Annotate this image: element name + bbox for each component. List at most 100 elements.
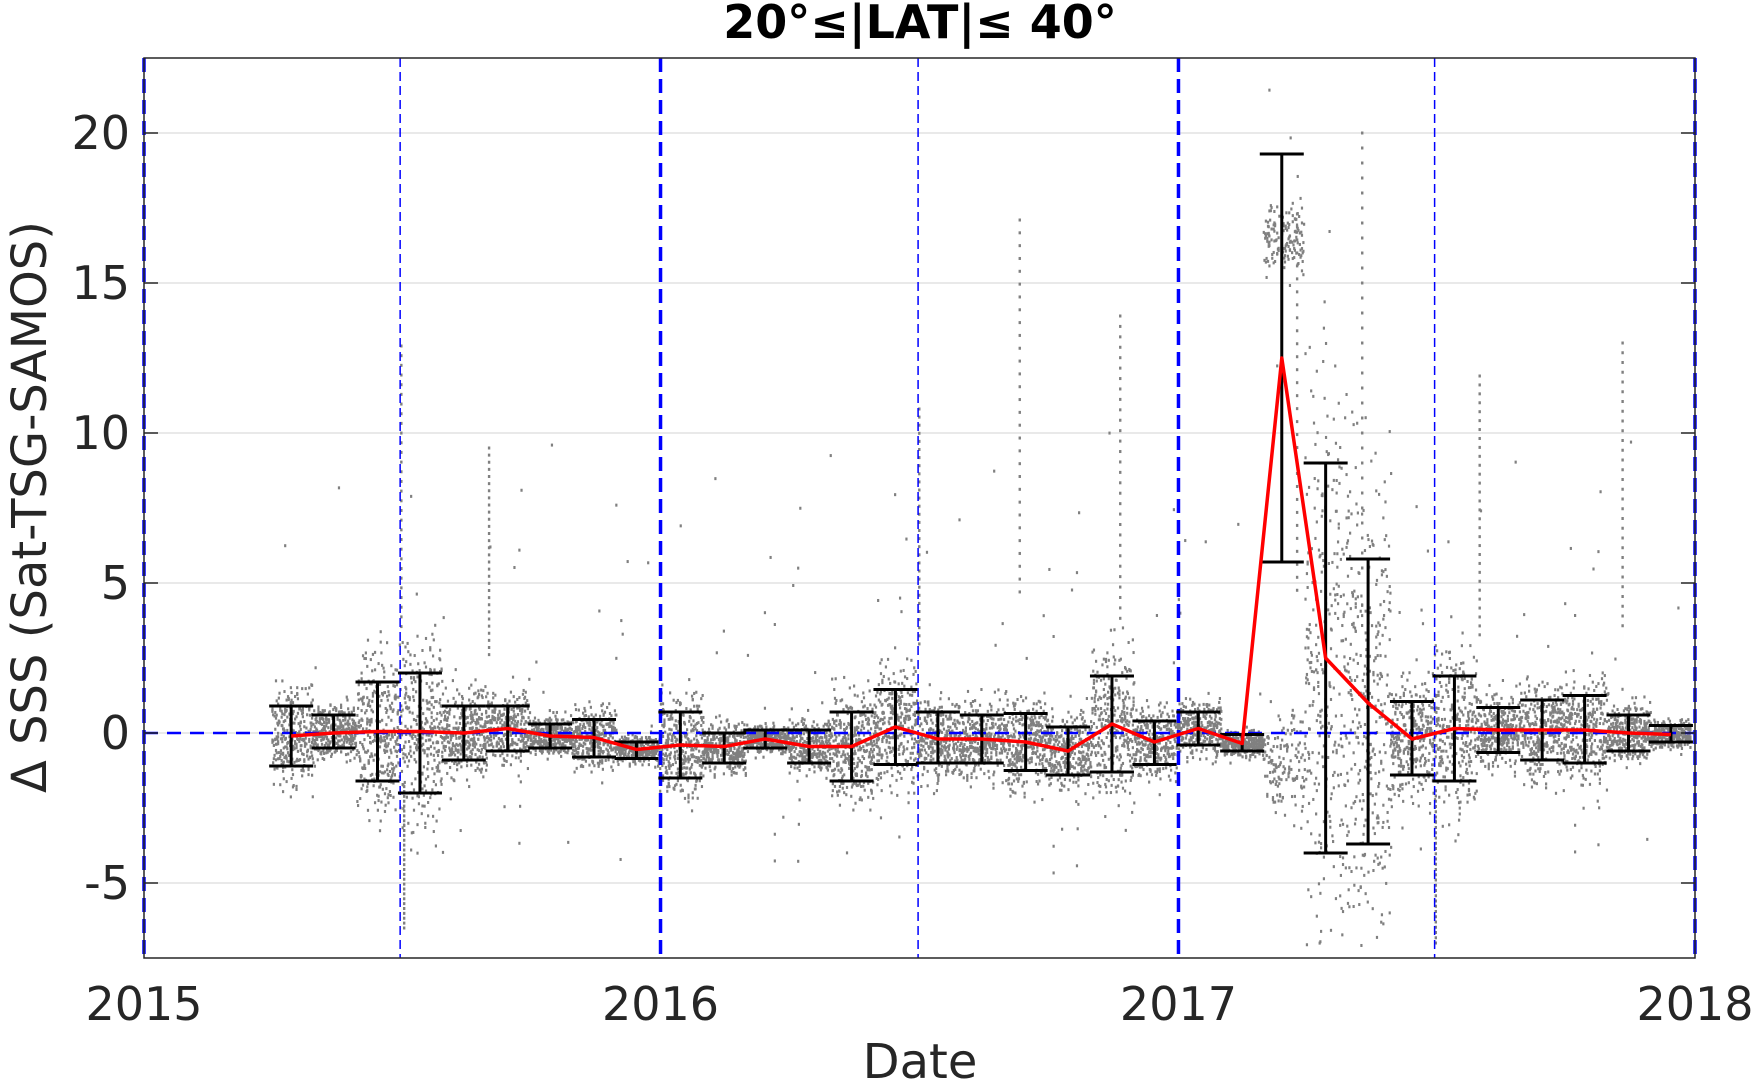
data-point (865, 773, 868, 777)
data-point (492, 691, 495, 695)
data-point (389, 748, 392, 752)
data-point (828, 723, 832, 727)
data-point (828, 734, 831, 738)
data-point (533, 728, 536, 732)
data-point (504, 699, 507, 703)
data-point (381, 663, 384, 667)
data-point (596, 720, 599, 724)
data-point (897, 695, 900, 699)
data-point (409, 662, 412, 666)
data-point (460, 726, 464, 730)
data-point (949, 713, 952, 717)
data-point (601, 709, 604, 713)
data-point (451, 742, 454, 746)
data-point (842, 781, 845, 785)
data-point (475, 722, 478, 726)
data-point (339, 744, 342, 748)
data-point (604, 733, 607, 737)
data-point (357, 692, 360, 696)
data-point (528, 711, 532, 715)
data-point (572, 730, 575, 734)
data-point (308, 737, 311, 741)
data-point (799, 506, 802, 510)
data-point (842, 736, 845, 740)
data-point (460, 701, 464, 705)
data-point (853, 693, 856, 697)
data-point (821, 701, 824, 705)
data-point (637, 751, 640, 755)
data-point (892, 707, 895, 711)
data-point (465, 716, 468, 720)
data-point (566, 738, 569, 742)
data-point (816, 723, 819, 727)
data-point (559, 749, 562, 753)
data-point (839, 721, 842, 725)
data-point (485, 763, 488, 767)
data-point (880, 658, 883, 662)
data-point (531, 740, 534, 744)
data-point (612, 725, 615, 729)
data-point (292, 709, 295, 713)
data-point (752, 735, 755, 739)
data-point (879, 717, 883, 721)
data-point (845, 785, 849, 789)
data-point (344, 717, 347, 721)
data-point (359, 741, 362, 745)
data-point (371, 710, 375, 714)
data-point (736, 751, 740, 755)
data-point (316, 743, 319, 747)
data-point (688, 740, 691, 744)
data-point (903, 702, 906, 706)
data-point (954, 704, 957, 708)
data-point (362, 747, 365, 751)
data-point (855, 733, 858, 737)
data-point (491, 714, 494, 718)
data-point (806, 737, 809, 741)
data-point (923, 700, 926, 704)
data-point (739, 764, 742, 768)
data-point (398, 748, 401, 752)
data-point (519, 754, 522, 758)
data-point (869, 747, 873, 751)
data-point (366, 808, 370, 812)
data-point (823, 751, 827, 755)
data-point (621, 751, 624, 755)
data-point (751, 742, 755, 746)
data-point (434, 700, 437, 704)
data-point (630, 744, 633, 748)
data-point (524, 690, 527, 694)
data-point (352, 709, 355, 713)
data-point (433, 772, 436, 776)
data-point (826, 741, 829, 745)
data-point (772, 737, 775, 741)
data-point (293, 747, 296, 751)
data-point (696, 760, 699, 764)
data-point (508, 718, 511, 722)
data-point (802, 750, 805, 754)
data-point (386, 796, 389, 800)
data-point (881, 722, 885, 726)
data-point (323, 709, 326, 713)
data-point (433, 758, 436, 762)
data-point (827, 725, 830, 729)
data-point (616, 759, 619, 763)
data-point (920, 748, 924, 752)
data-point (598, 760, 602, 764)
data-point (345, 740, 348, 744)
data-point (888, 722, 891, 726)
data-point (369, 658, 372, 662)
data-point (392, 768, 395, 772)
data-point (695, 747, 698, 751)
data-point (870, 714, 873, 718)
data-point (381, 693, 384, 697)
data-point (453, 762, 456, 766)
data-point (762, 755, 765, 759)
data-point (310, 721, 313, 725)
data-point (872, 748, 876, 752)
data-point (394, 808, 397, 812)
data-point (836, 790, 839, 794)
data-point (431, 814, 435, 818)
data-point (489, 545, 492, 549)
data-point (866, 722, 869, 726)
data-point (865, 749, 868, 753)
